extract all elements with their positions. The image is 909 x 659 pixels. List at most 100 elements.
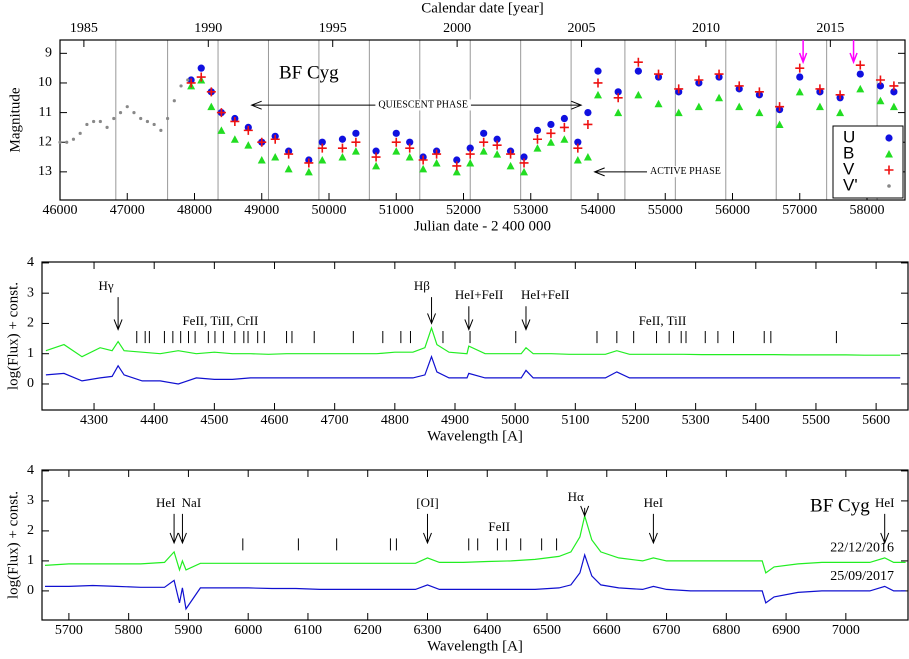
legend-marker xyxy=(885,134,893,142)
annotation-arrow xyxy=(177,513,187,545)
series-label: 25/09/2017 xyxy=(830,569,894,584)
annotation: Hγ xyxy=(98,278,113,293)
annotation: HeI xyxy=(156,495,176,510)
point-v xyxy=(633,57,643,67)
annotation: FeII xyxy=(488,519,510,534)
point-v xyxy=(206,87,216,97)
point-vprime xyxy=(118,110,123,115)
x-tick-label: 5500 xyxy=(802,413,830,428)
point-v xyxy=(519,158,529,168)
x-tick-label: 4600 xyxy=(261,413,289,428)
point-b xyxy=(520,167,529,176)
point-b xyxy=(654,99,663,108)
y-tick-label: 9 xyxy=(45,46,52,61)
x-tick-label: 5300 xyxy=(682,413,710,428)
point-v xyxy=(243,125,253,135)
annotation: QUIESCENT PHASE xyxy=(378,99,468,110)
point-v xyxy=(875,75,885,85)
x-tick-label: 56000 xyxy=(715,203,750,218)
x-tick-label: 53000 xyxy=(513,203,548,218)
point-b xyxy=(405,153,414,161)
point-v xyxy=(432,149,442,159)
point-b xyxy=(452,167,461,176)
point-v xyxy=(835,90,845,100)
point-vprime xyxy=(145,119,150,124)
point-u xyxy=(372,147,380,155)
annotation-arrow xyxy=(113,297,123,331)
outburst-arrow xyxy=(798,40,808,65)
x2-tick-label: 1990 xyxy=(194,21,222,36)
x-tick-label: 4500 xyxy=(200,413,228,428)
point-vprime xyxy=(179,84,183,88)
annotation: Hβ xyxy=(414,278,430,293)
x-tick-label: 58000 xyxy=(850,203,885,218)
point-b xyxy=(594,90,603,99)
x-tick-label: 6300 xyxy=(413,623,441,638)
legend-marker xyxy=(887,184,891,188)
x-tick-label: 51000 xyxy=(379,203,414,218)
point-vprime xyxy=(172,99,176,103)
y-axis-label: log(Flux) + const. xyxy=(5,282,21,390)
point-vprime xyxy=(71,137,76,141)
y-tick-label: 11 xyxy=(39,105,52,120)
legend-marker xyxy=(885,150,893,158)
point-v xyxy=(754,87,764,97)
legend-label: U xyxy=(843,127,855,146)
point-v xyxy=(734,81,744,91)
point-u xyxy=(318,138,326,146)
point-u xyxy=(197,64,205,72)
point-v xyxy=(418,155,428,165)
panel: 5700 5800 5900 6000 6100 6200 6300 6400 6500 6600… xyxy=(5,463,909,654)
point-vprime xyxy=(166,116,170,121)
point-b xyxy=(304,167,313,176)
annotation: NaI xyxy=(182,495,202,510)
point-v xyxy=(775,102,785,112)
point-u xyxy=(338,135,347,143)
x-tick-label: 6000 xyxy=(234,623,262,638)
point-b xyxy=(533,144,542,152)
x-tick-label: 5200 xyxy=(621,413,649,428)
point-v xyxy=(196,72,206,82)
point-v xyxy=(371,152,381,162)
x-tick-label: 5100 xyxy=(561,413,589,428)
point-v xyxy=(795,63,805,73)
point-vprime xyxy=(92,119,96,124)
point-v xyxy=(452,161,462,171)
point-v xyxy=(613,93,623,103)
point-b xyxy=(546,138,555,146)
y-tick-label: 13 xyxy=(38,164,52,179)
spectrum xyxy=(45,552,906,611)
x-axis-label: Wavelength [A] xyxy=(427,428,523,444)
point-b xyxy=(573,156,582,164)
point-b xyxy=(755,108,764,117)
point-v xyxy=(216,108,226,118)
point-b xyxy=(795,87,804,96)
annotation: ACTIVE PHASE xyxy=(650,166,721,177)
annotation: BF Cyg xyxy=(279,62,339,83)
point-b xyxy=(466,158,475,167)
point-u xyxy=(466,144,474,152)
point-v xyxy=(714,69,724,79)
annotation-bg xyxy=(375,99,471,111)
point-b xyxy=(815,102,824,111)
point-u xyxy=(406,138,414,146)
point-vprime xyxy=(58,140,62,144)
x2-axis-label: Calendar date [year] xyxy=(421,0,543,16)
y-tick-label: 0 xyxy=(27,583,34,598)
point-b xyxy=(419,164,428,173)
point-v xyxy=(654,69,664,79)
point-vprime xyxy=(152,122,156,127)
point-v xyxy=(889,81,899,91)
point-u xyxy=(614,88,622,96)
point-b xyxy=(338,153,347,161)
x-tick-label: 47000 xyxy=(110,203,145,218)
annotation: HeI xyxy=(644,495,664,510)
x-tick-label: 5800 xyxy=(115,623,143,638)
point-v xyxy=(405,143,415,153)
spectrum xyxy=(45,326,901,358)
x-tick-label: 5900 xyxy=(174,623,202,638)
point-v xyxy=(583,119,593,129)
point-b xyxy=(775,120,784,128)
point-vprime xyxy=(159,128,163,132)
